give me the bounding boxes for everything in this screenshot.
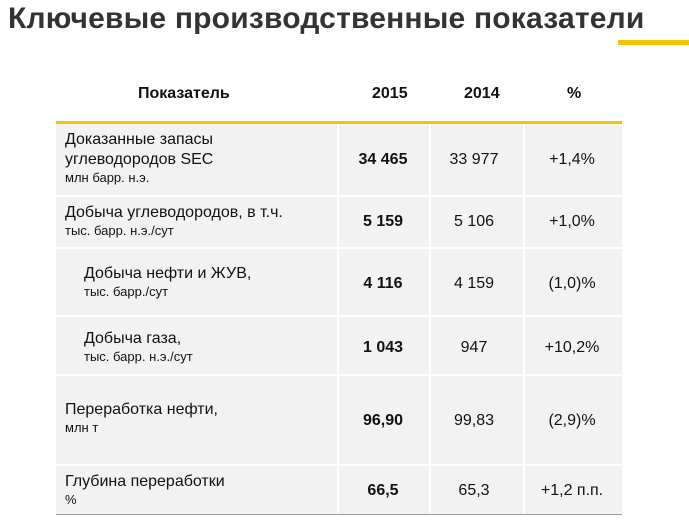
indicators-table-header: Показатель 2015 2014 % (56, 70, 622, 121)
value-2014: 5 106 (453, 213, 495, 230)
column-separator (523, 197, 525, 247)
row-divider (56, 247, 622, 249)
value-2014: 947 (460, 339, 488, 356)
row-divider (56, 315, 622, 317)
row-unit: тыс. барр. н.э./сут (65, 223, 174, 238)
value-2015: 1 043 (362, 339, 404, 356)
table-row: Переработка нефти, млн т 96,90 99,83 (2,… (56, 376, 622, 464)
row-unit: млн барр. н.э. (65, 170, 150, 185)
column-separator (429, 466, 431, 514)
header-indicator: Показатель (138, 85, 230, 102)
header-2015: 2015 (372, 85, 408, 102)
row-label: Глубина переработки (65, 473, 225, 490)
title-accent-bar (618, 40, 689, 45)
value-2015: 34 465 (358, 151, 408, 168)
page-title: Ключевые производственные показатели (8, 2, 645, 35)
row-label: Доказанные запасы (65, 131, 214, 148)
header-2014: 2014 (464, 85, 500, 102)
table-row: Доказанные запасы углеводородов SEC млн … (56, 124, 622, 195)
value-percent: (2,9)% (548, 412, 596, 429)
row-label: Добыча углеводородов, в т.ч. (65, 204, 283, 221)
table-row: Добыча нефти и ЖУВ, тыс. барр./сут 4 116… (56, 249, 622, 315)
column-separator (523, 317, 525, 374)
column-separator (523, 466, 525, 514)
row-divider (56, 464, 622, 466)
value-2014: 4 159 (453, 275, 495, 292)
row-label: Добыча нефти и ЖУВ, (84, 265, 252, 282)
column-separator (429, 376, 431, 464)
column-separator (337, 376, 339, 464)
column-separator (337, 197, 339, 247)
row-unit: % (65, 492, 77, 507)
column-separator (429, 124, 431, 195)
column-separator (429, 317, 431, 374)
value-2015: 5 159 (362, 213, 404, 230)
column-separator (523, 376, 525, 464)
column-separator (523, 249, 525, 315)
row-label: Переработка нефти, (65, 401, 218, 418)
value-2014: 65,3 (458, 482, 490, 499)
value-percent: +1,2 п.п. (540, 482, 604, 499)
row-divider (56, 195, 622, 197)
table-row: Добыча газа, тыс. барр. н.э./сут 1 043 9… (56, 317, 622, 374)
value-percent: +1,4% (549, 151, 595, 168)
column-separator (337, 124, 339, 195)
column-separator (337, 466, 339, 514)
value-percent: (1,0)% (548, 275, 596, 292)
header-percent: % (567, 85, 582, 102)
value-percent: +10,2% (544, 339, 600, 356)
value-2014: 99,83 (453, 412, 495, 429)
row-unit: млн т (65, 420, 99, 435)
header-rule (56, 121, 622, 124)
value-2015: 96,90 (362, 412, 404, 429)
value-2015: 66,5 (367, 482, 399, 499)
row-unit: тыс. барр./сут (84, 284, 169, 299)
table-row: Глубина переработки % 66,5 65,3 +1,2 п.п… (56, 466, 622, 514)
table-row: Добыча углеводородов, в т.ч. тыс. барр. … (56, 197, 622, 247)
table-bottom-rule (56, 514, 622, 515)
row-divider (56, 374, 622, 376)
value-2015: 4 116 (363, 275, 403, 292)
column-separator (523, 124, 525, 195)
column-separator (337, 249, 339, 315)
column-separator (337, 317, 339, 374)
column-separator (429, 197, 431, 247)
row-label: углеводородов SEC (65, 151, 214, 168)
value-percent: +1,0% (549, 213, 595, 230)
column-separator (429, 249, 431, 315)
row-label: Добыча газа, (84, 330, 182, 347)
value-2014: 33 977 (449, 151, 499, 168)
row-unit: тыс. барр. н.э./сут (84, 349, 193, 364)
